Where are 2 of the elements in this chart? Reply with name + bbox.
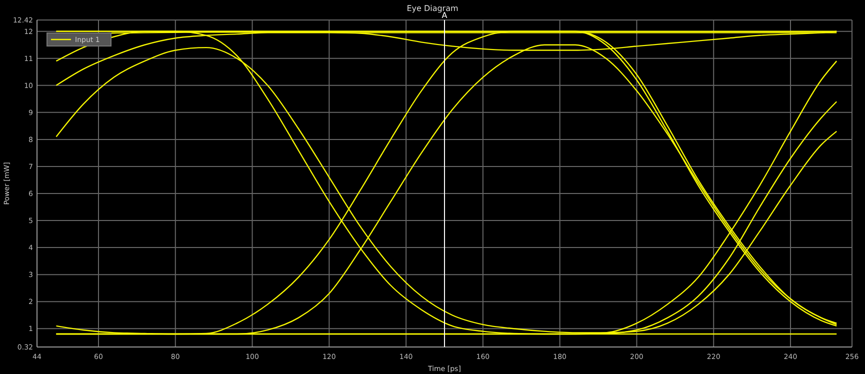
ref-line-label: A xyxy=(442,11,448,20)
chart-title: Eye Diagram xyxy=(406,4,459,13)
